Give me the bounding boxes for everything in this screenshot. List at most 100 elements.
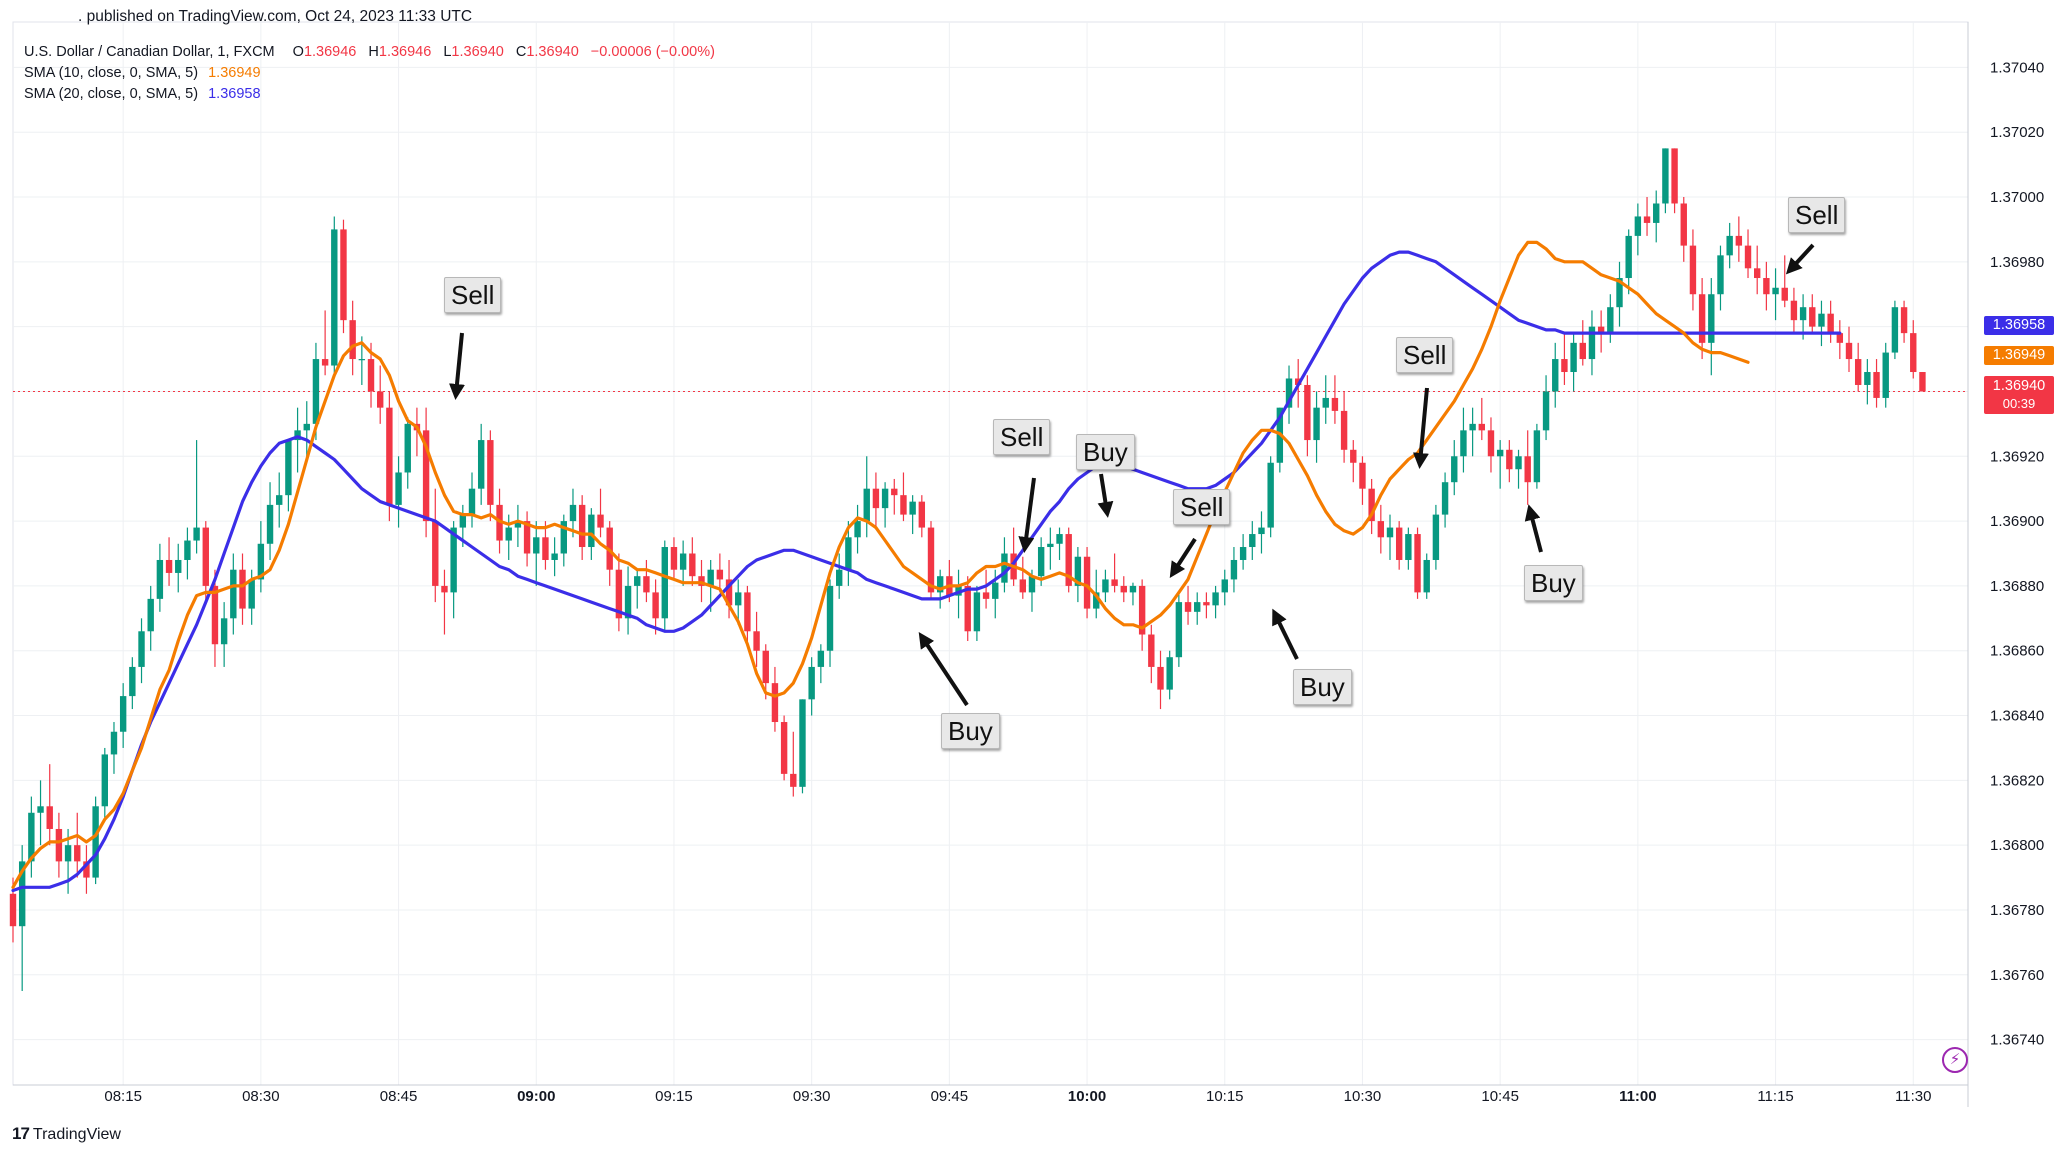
candle-body [1607, 307, 1614, 334]
x-tick-label: 09:45 [931, 1088, 969, 1105]
candle-body [303, 423, 310, 431]
candle-body [1423, 559, 1430, 593]
candle-body [1634, 216, 1642, 236]
sma10-value: 1.36949 [208, 65, 261, 81]
candle-body [1083, 556, 1091, 609]
y-tick-label: 1.36820 [1990, 772, 2044, 789]
candle-body [1717, 255, 1724, 295]
candle-body [1506, 449, 1513, 470]
candle-body [909, 501, 916, 515]
x-tick-label: 10:15 [1206, 1088, 1244, 1105]
candle-body [1588, 326, 1596, 360]
candle-body [982, 592, 990, 599]
candle-body [1864, 372, 1871, 385]
candle-body [1377, 521, 1385, 538]
candle-body [679, 553, 687, 570]
y-tick-label: 1.36760 [1990, 967, 2044, 984]
annotation-buy-4: Buy [1524, 565, 1583, 601]
x-tick-label: 09:15 [655, 1088, 693, 1105]
candle-body [1818, 313, 1825, 327]
annotation-buy-2: Buy [1076, 434, 1135, 470]
candle-body [1799, 307, 1807, 321]
candle-body [46, 806, 53, 829]
symbol-title: U.S. Dollar / Canadian Dollar, 1, FXCM [24, 44, 275, 60]
plot-area [12, 21, 1969, 1086]
candle-body [477, 440, 485, 489]
candle-body [707, 569, 714, 586]
candle-body [863, 488, 870, 522]
candle-body [312, 359, 320, 424]
candle-body [1340, 410, 1348, 450]
sma10-legend[interactable]: SMA (10, close, 0, SMA, 5) 1.36949 [24, 65, 261, 81]
x-tick-label: 10:00 [1068, 1088, 1106, 1105]
candle-body [156, 559, 164, 599]
symbol-legend[interactable]: U.S. Dollar / Canadian Dollar, 1, FXCM O… [24, 44, 715, 60]
candle-body [1726, 235, 1733, 256]
candle-body [1120, 585, 1127, 593]
x-tick-label: 11:30 [1895, 1088, 1931, 1105]
candle-body [753, 631, 760, 651]
candle-body [450, 527, 457, 593]
candle-body [845, 537, 852, 570]
candle-body [1093, 592, 1100, 609]
tradingview-logo-mark: 17 [12, 1124, 30, 1143]
candle-body [762, 650, 769, 684]
candle-body [698, 576, 705, 586]
candle-body [1524, 456, 1531, 483]
candle-body [1542, 391, 1550, 431]
sma20-price-badge: 1.36958 [1984, 316, 2054, 335]
lightning-icon[interactable]: ⚡ [1942, 1047, 1968, 1073]
candle-body [1138, 585, 1146, 635]
open-label: O [292, 44, 304, 60]
sma20-legend[interactable]: SMA (20, close, 0, SMA, 5) 1.36958 [24, 86, 261, 102]
publish-header: . published on TradingView.com, Oct 24, … [78, 8, 472, 26]
candle-body [1552, 359, 1559, 392]
candle-body [395, 472, 402, 505]
candle-body [386, 407, 393, 505]
candle-body [1653, 203, 1660, 223]
candle-body [1478, 423, 1485, 431]
annotation-arrow-7 [1412, 387, 1429, 469]
candle-body [1285, 378, 1293, 408]
candle-body [1662, 148, 1669, 204]
candle-body [854, 521, 861, 538]
candle-body [1019, 579, 1026, 593]
annotation-arrow-2 [918, 631, 969, 707]
y-tick-label: 1.36900 [1990, 513, 2044, 530]
candle-body [1129, 585, 1137, 593]
annotation-sell-2: Sell [993, 419, 1051, 455]
tradingview-logo[interactable]: 17 TradingView [12, 1124, 121, 1144]
low-label: L [443, 44, 452, 60]
candle-body [18, 861, 26, 927]
candle-body [1441, 482, 1449, 515]
candle-body [1221, 579, 1228, 593]
candle-body [1836, 333, 1844, 343]
candle-body [1625, 235, 1632, 279]
x-tick-label: 11:15 [1757, 1088, 1793, 1105]
candle-body [716, 569, 724, 580]
candle-body [266, 504, 274, 544]
candle-body [505, 527, 512, 541]
candle-body [1579, 342, 1586, 360]
candle-body [1671, 148, 1678, 204]
candle-body [165, 559, 173, 573]
annotation-buy-3: Buy [1293, 669, 1352, 705]
candle-body [1735, 235, 1743, 246]
change-value: −0.00006 (−0.00%) [590, 44, 715, 60]
candle-body [422, 430, 430, 522]
candle-body [615, 569, 623, 619]
candle-body [523, 521, 531, 554]
candle-body [1148, 634, 1155, 667]
bar-countdown: 00:39 [2002, 396, 2036, 411]
x-tick-label: 09:30 [793, 1088, 831, 1105]
candle-body [175, 559, 182, 573]
sma20-line [11, 250, 1842, 893]
candle-body [1212, 592, 1219, 606]
candle-body [1451, 456, 1458, 483]
candle-body [927, 527, 935, 593]
candle-body [533, 537, 540, 554]
candle-body [184, 540, 191, 560]
low-value: 1.36940 [451, 44, 504, 60]
candle-body [138, 631, 145, 667]
